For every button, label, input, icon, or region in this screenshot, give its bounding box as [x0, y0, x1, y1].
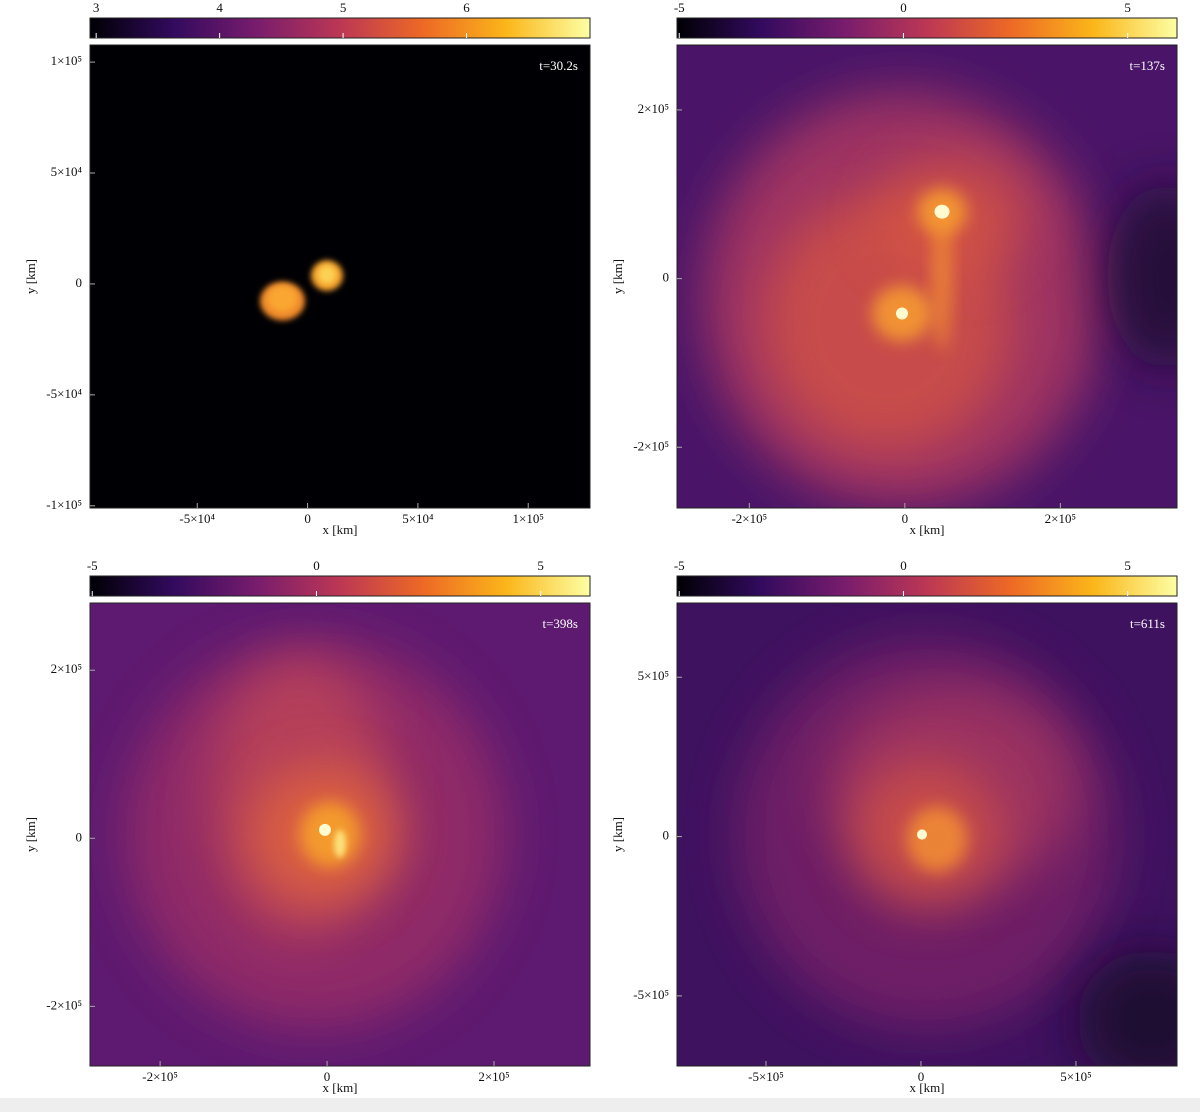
time-annotation: t=30.2s [539, 58, 578, 73]
density-feature [1107, 183, 1177, 370]
x-tick-label: 0 [902, 511, 909, 526]
y-axis-label: y [km] [23, 259, 38, 294]
y-tick-label: 2×10⁵ [51, 661, 82, 676]
x-tick-label: -2×10⁵ [731, 511, 767, 526]
panel: -5 0 5 t=137s -2×10⁵ 0 2×10⁵ -2×10⁵ 0 2×10⁵ x [km]… [610, 0, 1178, 537]
y-tick-label: 1×10⁵ [51, 53, 82, 68]
colorbar-tick-label: 0 [900, 0, 907, 15]
time-annotation: t=398s [542, 616, 578, 631]
density-feature [907, 806, 967, 872]
y-axis-label: y [km] [23, 817, 38, 852]
bottom-strip [0, 1098, 1200, 1112]
plot-frame [89, 44, 591, 509]
density-image [677, 603, 1177, 1066]
x-tick-label: 5×10⁵ [1060, 1069, 1091, 1084]
density-feature [334, 829, 346, 858]
time-annotation: t=611s [1130, 616, 1165, 631]
y-tick-label: 5×10⁴ [51, 164, 83, 179]
colorbar-tick-label: 0 [313, 558, 320, 573]
y-tick-label: 5×10⁵ [638, 668, 669, 683]
plot-frame [676, 44, 1178, 509]
colorbar [676, 17, 1178, 39]
panel: 3 4 5 6 t=30.2s -5×10⁴ 0 5×10⁴ 1×10⁵ -1×10⁵ -5×10⁴… [23, 0, 591, 537]
x-axis-label: x [km] [909, 522, 944, 537]
colorbar-tick-label: -5 [674, 558, 685, 573]
colorbar-tick-label: -5 [674, 0, 685, 15]
x-tick-label: 0 [324, 1069, 331, 1084]
y-tick-label: -5×10⁴ [46, 386, 82, 401]
density-feature [318, 265, 336, 284]
x-axis-label: x [km] [909, 1080, 944, 1095]
colorbar-tick-label: -5 [87, 558, 98, 573]
x-axis-label: x [km] [322, 522, 357, 537]
colorbar-tick-label: 5 [1124, 558, 1131, 573]
density-feature [917, 829, 927, 840]
panel: -5 0 5 t=398s -2×10⁵ 0 2×10⁵ -2×10⁵ 0 2×10⁵ x [km]… [23, 558, 591, 1095]
colorbar [89, 17, 591, 39]
colorbar [676, 575, 1178, 597]
x-tick-label: 1×10⁵ [513, 511, 544, 526]
density-feature [932, 202, 952, 351]
plot-frame [676, 602, 1178, 1067]
x-tick-label: -2×10⁵ [142, 1069, 178, 1084]
x-axis-label: x [km] [322, 1080, 357, 1095]
colorbar [89, 575, 591, 597]
colorbar-tick-label: 4 [216, 0, 223, 15]
x-tick-label: 0 [304, 511, 311, 526]
x-tick-label: 2×10⁵ [1045, 511, 1076, 526]
density-feature [267, 285, 298, 312]
x-tick-label: 2×10⁵ [478, 1069, 509, 1084]
density-feature [319, 823, 331, 836]
y-tick-label: -1×10⁵ [46, 497, 82, 512]
colorbar-tick-label: 5 [340, 0, 347, 15]
y-tick-label: 0 [663, 270, 670, 285]
x-tick-label: 5×10⁴ [402, 511, 434, 526]
density-feature [300, 802, 360, 867]
density-feature [1077, 950, 1177, 1066]
y-axis-label: y [km] [610, 817, 625, 852]
x-tick-label: 0 [918, 1069, 925, 1084]
y-tick-label: 2×10⁵ [638, 101, 669, 116]
colorbar-tick-label: 5 [1124, 0, 1131, 15]
colorbar-tick-label: 3 [93, 0, 100, 15]
time-annotation: t=137s [1129, 58, 1165, 73]
panel: -5 0 5 t=611s -5×10⁵ 0 5×10⁵ -5×10⁵ 0 5×10⁵ x [km]… [610, 558, 1178, 1095]
colorbar-tick-label: 6 [463, 0, 470, 15]
y-tick-label: 0 [76, 275, 83, 290]
y-tick-label: 0 [76, 829, 83, 844]
density-feature [934, 204, 950, 219]
x-tick-label: -5×10⁴ [179, 511, 215, 526]
density-image [90, 603, 590, 1066]
colorbar-tick-label: 0 [900, 558, 907, 573]
density-feature [896, 307, 908, 320]
y-axis-label: y [km] [610, 259, 625, 294]
x-tick-label: -5×10⁵ [748, 1069, 784, 1084]
y-tick-label: -2×10⁵ [46, 997, 82, 1012]
density-image [90, 45, 590, 508]
y-tick-label: -5×10⁵ [633, 987, 669, 1002]
y-tick-label: -2×10⁵ [633, 438, 669, 453]
plot-frame [89, 602, 591, 1067]
density-image [677, 45, 1177, 508]
colorbar-tick-label: 5 [537, 558, 544, 573]
y-tick-label: 0 [663, 828, 670, 843]
